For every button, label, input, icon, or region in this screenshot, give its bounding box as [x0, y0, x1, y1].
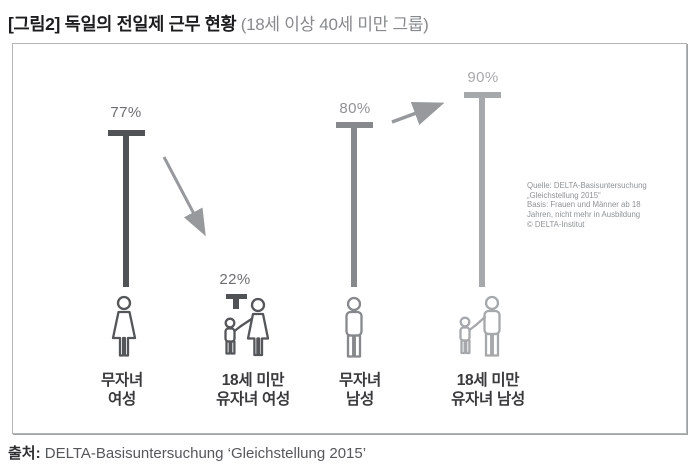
bar-childless-women-stem	[123, 136, 129, 287]
bar-childless-women	[108, 130, 145, 136]
source-note-line: Quelle: DELTA-Basisuntersuchung	[527, 181, 647, 190]
category-label-mothers: 18세 미만 유자녀 여성	[168, 371, 338, 409]
category-label-childless-women: 무자녀 여성	[37, 371, 207, 409]
source-note-line: Jahren, nicht mehr in Ausbildung	[527, 210, 641, 220]
category-label-childless-men: 무자녀 남성	[275, 371, 445, 409]
bar-fathers-stem	[479, 98, 485, 287]
category-label-line: 무자녀	[339, 372, 381, 389]
category-label-line: 18세 미만	[221, 372, 285, 389]
source-note-line: „Gleichstellung 2015“	[527, 190, 601, 200]
source-note-line: Basis: Frauen und Männer ab 18	[527, 200, 641, 210]
value-label-fathers: 90%	[467, 69, 499, 86]
value-label-mothers: 22%	[219, 271, 251, 288]
category-label-fathers: 18세 미만 유자녀 남성	[403, 371, 573, 409]
category-label-line: 남성	[346, 391, 374, 408]
value-label-childless-women: 77%	[110, 104, 142, 121]
bar-mothers-stem	[233, 299, 239, 309]
figure-title-subtitle: (18세 이상 40세 미만 그룹)	[236, 15, 429, 34]
woman-icon	[104, 295, 144, 368]
source-note: Quelle: DELTA-Basisuntersuchung „Gleichs…	[527, 181, 657, 230]
source-caption: 출처: DELTA-Basisuntersuchung ‘Gleichstell…	[8, 442, 366, 463]
value-label-childless-men: 80%	[339, 100, 371, 117]
source-caption-prefix: 출처:	[8, 445, 41, 462]
category-label-line: 여성	[108, 391, 136, 408]
woman-with-child-icon	[217, 297, 281, 368]
category-label-line: 유자녀 남성	[451, 391, 525, 408]
man-with-child-icon	[454, 295, 514, 368]
figure-title-main: [그림2] 독일의 전일제 근무 현황	[8, 14, 237, 34]
source-note-line: © DELTA-Institut	[527, 219, 585, 229]
category-label-line: 유자녀 여성	[216, 391, 290, 408]
bar-fathers	[464, 92, 501, 98]
category-label-line: 18세 미만	[456, 372, 520, 389]
man-icon	[337, 296, 371, 369]
figure-title: [그림2] 독일의 전일제 근무 현황 (18세 이상 40세 미만 그룹)	[8, 10, 429, 36]
category-label-line: 무자녀	[101, 372, 143, 389]
source-caption-text: DELTA-Basisuntersuchung ‘Gleichstellung …	[40, 445, 367, 462]
bar-mothers	[226, 294, 247, 299]
bar-childless-men-stem	[351, 128, 357, 287]
bar-childless-men	[336, 122, 373, 128]
